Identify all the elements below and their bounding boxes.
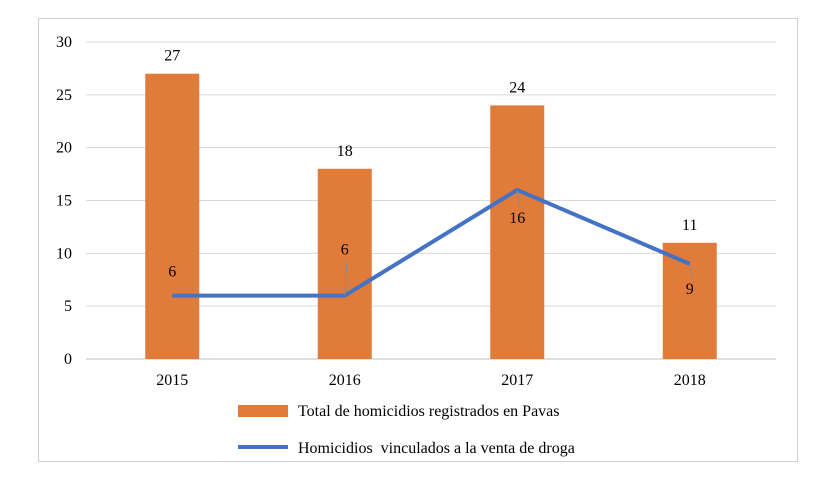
line-value-leader bbox=[689, 263, 693, 278]
y-tick-label: 25 bbox=[56, 87, 72, 104]
legend-swatch-bar bbox=[238, 405, 288, 417]
y-axis: 0 5 10 15 20 25 30 bbox=[56, 34, 72, 368]
legend-label-bar: Total de homicidios registrados en Pavas bbox=[298, 403, 560, 420]
gridlines bbox=[86, 41, 776, 360]
legend-label-line: Homicidios vinculados a la venta de drog… bbox=[298, 440, 575, 457]
bar-2015 bbox=[145, 73, 200, 359]
y-tick-label: 5 bbox=[64, 298, 72, 315]
line-value-label: 6 bbox=[341, 242, 349, 259]
bar-2016 bbox=[317, 168, 372, 359]
y-tick-label: 30 bbox=[56, 34, 72, 51]
bar-2018 bbox=[662, 242, 717, 359]
bar-value-label: 18 bbox=[337, 143, 353, 160]
y-tick-label: 0 bbox=[64, 351, 72, 368]
data-labels: 27 18 24 11 6 6 16 9 bbox=[164, 48, 697, 298]
line-value-leader bbox=[344, 260, 348, 296]
bar-2017 bbox=[490, 105, 545, 360]
bar-value-label: 24 bbox=[509, 79, 525, 96]
bar-value-label: 27 bbox=[164, 48, 180, 65]
bar-value-label: 11 bbox=[682, 217, 697, 234]
line-series bbox=[172, 187, 691, 298]
x-tick-label: 2016 bbox=[329, 372, 361, 389]
line-value-label: 6 bbox=[168, 264, 176, 281]
x-tick-label: 2017 bbox=[501, 372, 533, 389]
y-tick-label: 15 bbox=[56, 193, 72, 210]
x-axis: 2015 2016 2017 2018 bbox=[156, 372, 706, 389]
x-tick-label: 2018 bbox=[674, 372, 706, 389]
x-tick-label: 2015 bbox=[156, 372, 188, 389]
y-tick-label: 20 bbox=[56, 140, 72, 157]
line-value-label: 9 bbox=[686, 281, 694, 298]
y-tick-label: 10 bbox=[56, 245, 72, 262]
line-value-leader bbox=[516, 189, 520, 207]
bar-series bbox=[145, 73, 717, 360]
legend: Total de homicidios registrados en Pavas… bbox=[238, 403, 575, 457]
line-value-label: 16 bbox=[509, 210, 525, 227]
series-line bbox=[172, 187, 691, 298]
